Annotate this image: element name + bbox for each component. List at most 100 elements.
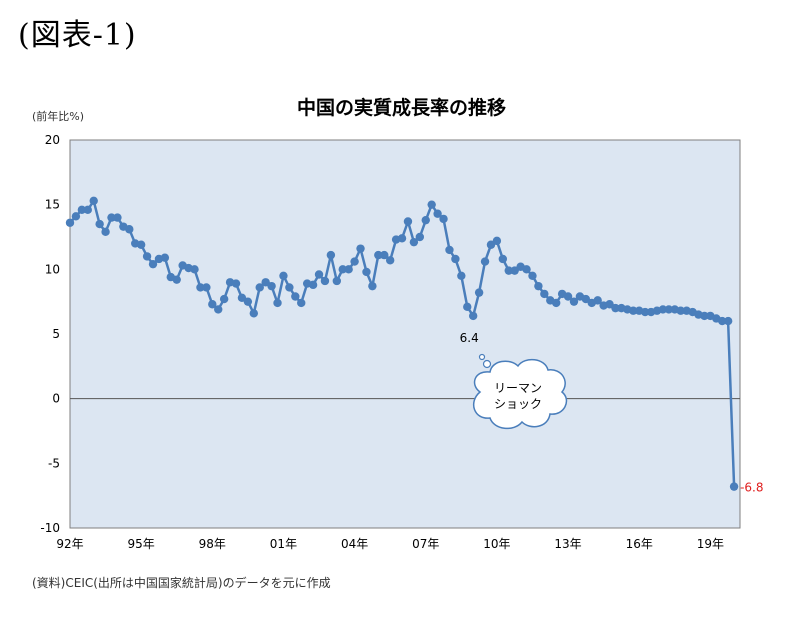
bubble-tail	[482, 359, 492, 369]
data-point	[605, 300, 614, 309]
data-point	[368, 281, 377, 291]
data-point	[237, 293, 247, 302]
data-points	[65, 196, 739, 491]
data-point	[510, 266, 519, 275]
data-point	[95, 219, 104, 229]
data-point	[729, 482, 739, 491]
data-point	[338, 265, 347, 274]
data-point	[640, 307, 650, 317]
data-point	[676, 306, 685, 315]
y-tick-label: 5	[52, 327, 60, 341]
data-point	[486, 240, 496, 249]
data-point	[380, 250, 389, 260]
data-point	[255, 283, 264, 292]
data-point	[664, 305, 674, 314]
x-tick-label: 07年	[412, 537, 439, 551]
data-point	[71, 212, 81, 221]
chart-title: 中国の実質成長率の推移	[296, 97, 506, 119]
data-point	[474, 288, 484, 297]
data-point	[581, 294, 591, 304]
data-point	[433, 209, 442, 218]
data-point	[314, 270, 324, 279]
data-point	[279, 271, 288, 280]
x-tick-label: 92年	[56, 537, 83, 551]
data-point	[231, 279, 241, 288]
data-point	[136, 240, 146, 249]
data-point	[142, 252, 152, 261]
data-point	[148, 259, 158, 269]
data-point	[468, 311, 478, 321]
data-point	[285, 283, 294, 292]
data-point	[385, 256, 395, 265]
y-tick-label: -5	[48, 456, 60, 470]
x-tick-label: 10年	[483, 537, 510, 551]
data-point	[350, 257, 359, 266]
data-point	[504, 266, 513, 275]
data-point	[160, 253, 170, 262]
data-point	[397, 234, 407, 243]
data-point	[83, 205, 92, 215]
data-point	[273, 298, 282, 308]
y-tick-label: 0	[52, 392, 60, 406]
data-point	[77, 205, 87, 215]
bubble-text: ショック	[494, 397, 542, 411]
x-tick-label: 04年	[341, 537, 368, 551]
data-point	[463, 302, 472, 312]
y-axis-ticks: 20 15 10 5 0 -5 -10	[40, 133, 60, 535]
x-axis-ticks: 92年 95年 98年 01年 04年 07年 10年 13年 16年 19年	[56, 537, 724, 551]
data-point	[480, 257, 490, 266]
data-point	[172, 275, 181, 284]
data-point	[451, 254, 460, 264]
data-point	[190, 265, 199, 274]
data-point	[308, 280, 318, 290]
data-point	[723, 316, 733, 326]
data-point	[101, 227, 110, 237]
data-point	[658, 305, 668, 314]
last-value-label: -6.8	[740, 481, 763, 495]
data-point	[208, 300, 217, 309]
data-point	[320, 276, 330, 286]
data-point	[267, 281, 276, 291]
data-point	[700, 311, 709, 321]
low-2009-label: 6.4	[460, 331, 479, 345]
data-point	[356, 244, 365, 253]
data-point	[332, 276, 342, 286]
x-tick-label: 19年	[697, 537, 724, 551]
plot-area	[69, 139, 741, 529]
data-point	[427, 200, 436, 209]
bubble-text: リーマン	[494, 381, 542, 395]
data-point	[563, 292, 573, 301]
data-point	[457, 271, 466, 280]
data-point	[492, 236, 502, 246]
data-point	[362, 267, 371, 277]
data-point	[534, 281, 543, 291]
data-point	[214, 305, 223, 314]
y-tick-label: 15	[45, 198, 60, 212]
data-point	[629, 306, 638, 315]
data-point	[718, 316, 727, 326]
data-point	[528, 271, 537, 280]
x-tick-label: 13年	[554, 537, 581, 551]
x-tick-label: 16年	[626, 537, 653, 551]
y-tick-label: 10	[45, 262, 60, 276]
y-tick-label: -10	[40, 521, 60, 535]
data-point	[439, 214, 448, 224]
data-point	[522, 265, 531, 274]
data-point	[415, 232, 425, 242]
data-point	[374, 250, 383, 260]
x-tick-label: 95年	[128, 537, 155, 551]
data-point	[551, 298, 561, 308]
data-point	[261, 278, 270, 287]
y-axis-unit-label: (前年比%)	[32, 110, 85, 123]
data-point	[409, 237, 419, 247]
x-tick-label: 98年	[199, 537, 226, 551]
data-point	[89, 196, 98, 205]
data-point	[498, 254, 508, 264]
data-point	[326, 250, 336, 260]
data-point	[403, 217, 413, 226]
data-point	[344, 265, 353, 274]
data-point	[249, 309, 259, 318]
lehman-shock-bubble	[472, 358, 568, 430]
